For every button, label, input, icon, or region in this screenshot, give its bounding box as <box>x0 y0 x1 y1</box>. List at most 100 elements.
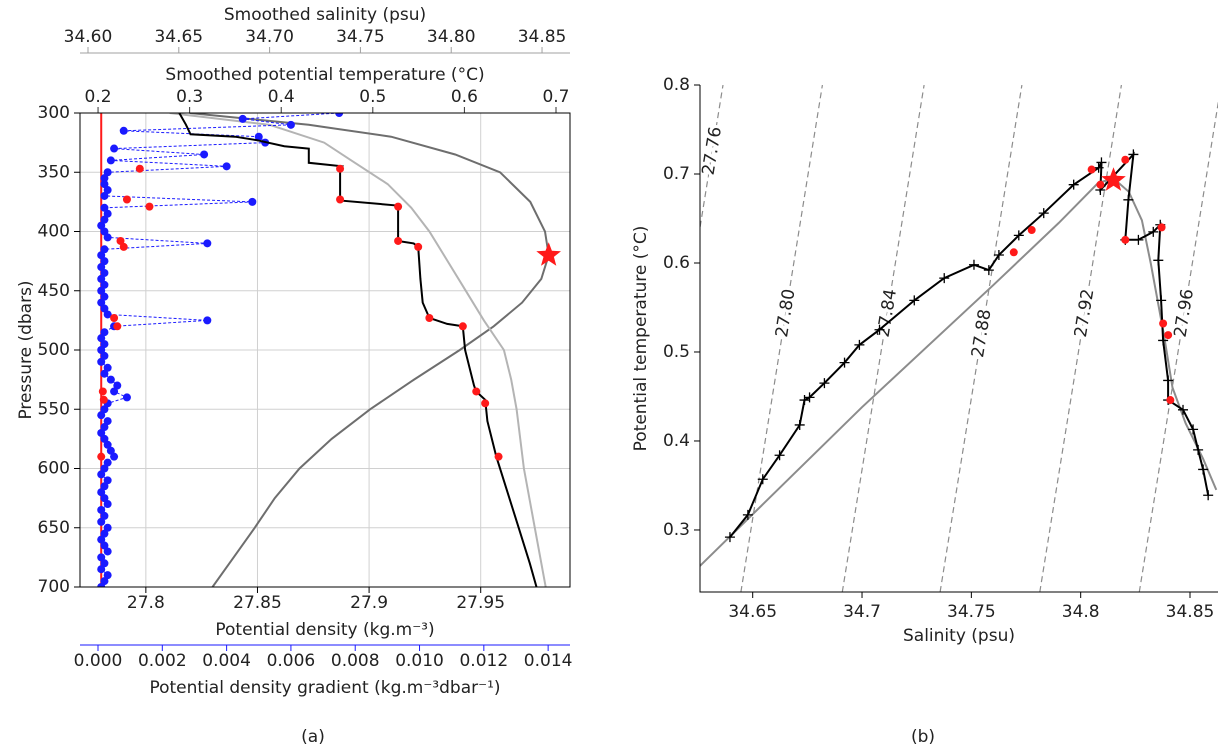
data-point <box>336 164 345 173</box>
data-point <box>103 186 112 195</box>
y-tick-label: 0.7 <box>663 164 690 184</box>
data-point <box>100 434 109 443</box>
plus-marker <box>1123 194 1134 205</box>
isopycnal <box>939 85 1023 592</box>
plus-marker <box>1158 335 1169 346</box>
x-tick-label: 34.65 <box>154 27 203 47</box>
data-point <box>100 340 109 349</box>
x-tick-label: 34.85 <box>518 27 567 47</box>
plus-marker <box>1013 230 1024 241</box>
data-point <box>106 375 115 384</box>
x-tick-label: 34.60 <box>64 27 113 47</box>
data-point <box>103 476 112 485</box>
data-point <box>1096 180 1105 189</box>
plus-marker <box>839 357 850 368</box>
y-tick-label: 700 <box>38 577 70 597</box>
x-tick-label: 0.012 <box>459 651 508 671</box>
panel-caption: (b) <box>911 727 935 747</box>
data-point <box>1121 155 1130 164</box>
data-point <box>200 150 209 159</box>
isopycnal-label: 27.76 <box>699 125 726 176</box>
data-point <box>145 202 154 211</box>
data-point <box>100 529 109 538</box>
x-tick-label: 0.008 <box>331 651 380 671</box>
x-tick-label: 34.85 <box>1166 602 1215 622</box>
plus-marker <box>1198 464 1209 475</box>
isopycnal-label: 27.80 <box>772 288 799 339</box>
x-tick-label: 0.006 <box>267 651 316 671</box>
plus-marker <box>1038 208 1049 219</box>
x-tick-label: 34.75 <box>336 27 385 47</box>
data-point <box>100 482 109 491</box>
data-point <box>98 387 107 396</box>
isopycnal-label: 27.96 <box>1171 288 1198 339</box>
data-point <box>100 174 109 183</box>
plus-marker <box>1203 490 1214 501</box>
isopycnal <box>841 85 925 592</box>
x-tick-label: 0.002 <box>138 651 187 671</box>
data-point <box>97 411 106 420</box>
data-point <box>97 357 106 366</box>
data-point <box>97 553 106 562</box>
x-tick-label: 27.8 <box>127 593 165 613</box>
plus-marker <box>874 324 885 335</box>
data-point <box>203 316 212 325</box>
y-tick-label: 300 <box>38 103 70 123</box>
data-point <box>222 162 231 171</box>
data-point <box>97 251 106 260</box>
plot-frame <box>79 112 571 588</box>
data-point <box>103 500 112 509</box>
data-point <box>100 203 109 212</box>
y-tick-label: 0.8 <box>663 75 690 95</box>
data-point <box>103 363 112 372</box>
y-tick-label: 600 <box>38 459 70 479</box>
data-point <box>97 470 106 479</box>
data-point <box>103 571 112 580</box>
plus-marker <box>757 474 768 485</box>
plot-area <box>97 113 550 587</box>
profile-line <box>169 113 547 587</box>
data-point <box>113 381 122 390</box>
data-point <box>113 322 122 331</box>
plus-marker <box>742 509 753 520</box>
plus-marker <box>854 339 865 350</box>
data-point <box>103 310 112 319</box>
data-point <box>103 168 112 177</box>
x-tick-label: 0.7 <box>542 87 569 107</box>
x-axis-title: Smoothed potential temperature (°C) <box>165 65 484 85</box>
x-axis-title: Smoothed salinity (psu) <box>224 5 426 25</box>
plus-marker <box>1148 226 1159 237</box>
data-point <box>97 488 106 497</box>
plus-marker <box>1188 424 1199 435</box>
data-point <box>100 369 109 378</box>
data-point <box>1027 226 1036 235</box>
data-point <box>97 565 106 574</box>
data-point <box>286 120 295 129</box>
data-point <box>100 577 109 586</box>
data-point <box>106 446 115 455</box>
plus-marker <box>794 419 805 430</box>
x-tick-label: 34.7 <box>843 602 881 622</box>
data-point <box>97 274 106 283</box>
data-point <box>1166 396 1175 405</box>
data-point <box>100 304 109 313</box>
x-tick-label: 0.6 <box>451 87 478 107</box>
plus-marker <box>1193 444 1204 455</box>
data-point <box>458 322 467 331</box>
data-point <box>494 452 503 461</box>
panel-a: 300 350 400 450 500 550 600 650 700 Pressure (dba… <box>16 5 572 747</box>
x-tick-label: 27.85 <box>233 593 282 613</box>
plot-frame <box>699 85 1218 593</box>
isopycnal <box>1039 85 1122 592</box>
data-point <box>414 242 423 251</box>
data-point <box>119 126 128 135</box>
y-tick-label: 650 <box>38 518 70 538</box>
plus-marker <box>799 395 810 406</box>
plus-marker <box>968 259 979 270</box>
plus-marker <box>939 273 950 284</box>
data-point <box>110 144 119 153</box>
x-tick-label: 27.95 <box>456 593 505 613</box>
plus-marker <box>909 295 920 306</box>
x-axis-title: Salinity (psu) <box>903 626 1015 646</box>
